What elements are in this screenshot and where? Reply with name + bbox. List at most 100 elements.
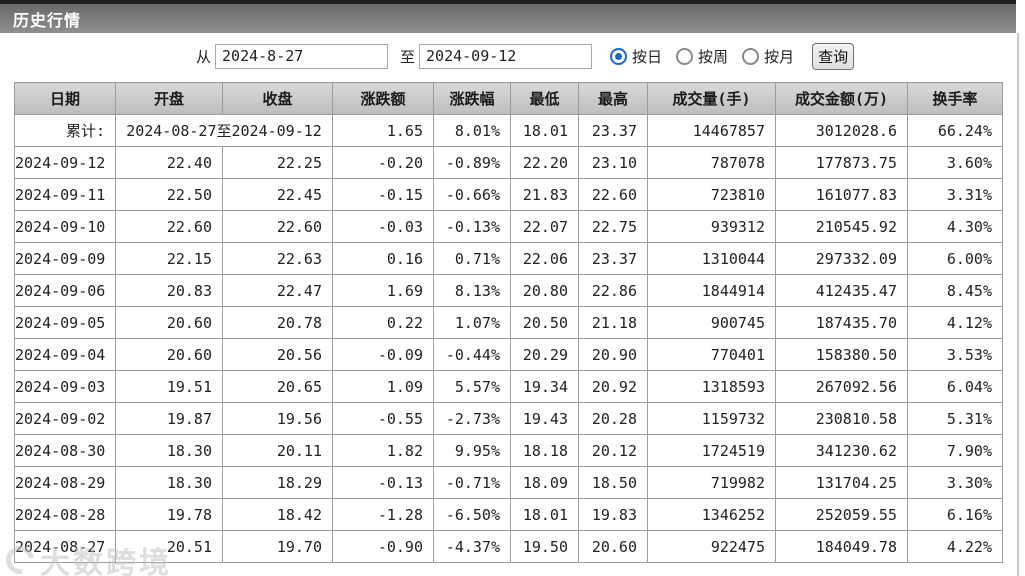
cell-volume: 719982 <box>647 466 776 499</box>
cell-high: 23.10 <box>578 146 648 179</box>
cell-date: 2024-09-02 <box>14 402 116 435</box>
cell-close: 18.42 <box>222 498 333 531</box>
cell-low: 22.06 <box>510 242 579 275</box>
cell-volume: 723810 <box>647 178 776 211</box>
cell-open: 19.78 <box>115 498 223 531</box>
cell-high: 20.90 <box>578 338 648 371</box>
cell-amount: 184049.78 <box>775 530 908 563</box>
cell-change-pct: 8.13% <box>433 274 511 307</box>
cell-change: 0.22 <box>332 306 434 339</box>
table-header-row: 日期 开盘 收盘 涨跌额 涨跌幅 最低 最高 成交量(手) 成交金额(万) 换手率 <box>14 82 1003 115</box>
cell-summary-change: 1.65 <box>332 114 434 147</box>
cell-low: 18.09 <box>510 466 579 499</box>
cell-close: 19.70 <box>222 530 333 563</box>
cell-change: 1.82 <box>332 434 434 467</box>
cell-close: 18.29 <box>222 466 333 499</box>
radio-by-week-icon[interactable] <box>676 47 694 65</box>
cell-turnover-rate: 4.12% <box>907 306 1003 339</box>
cell-close: 22.47 <box>222 274 333 307</box>
cell-turnover-rate: 5.31% <box>907 402 1003 435</box>
table-row: 2024-09-11 22.50 22.45 -0.15 -0.66% 21.83 22.6… <box>14 178 1003 211</box>
cell-change-pct: 5.57% <box>433 370 511 403</box>
cell-amount: 252059.55 <box>775 498 908 531</box>
cell-date: 2024-09-12 <box>14 146 116 179</box>
table-row: 2024-08-28 19.78 18.42 -1.28 -6.50% 18.01 19.8… <box>14 498 1003 531</box>
cell-volume: 1159732 <box>647 402 776 435</box>
cell-close: 22.60 <box>222 210 333 243</box>
radio-by-day[interactable]: 按日 <box>610 46 662 67</box>
cell-volume: 1310044 <box>647 242 776 275</box>
to-label: 至 <box>400 47 416 66</box>
table-row: 2024-09-12 22.40 22.25 -0.20 -0.89% 22.20 23.1… <box>14 146 1003 179</box>
period-radio-group: 按日 按周 按月 <box>610 46 808 67</box>
cell-close: 19.56 <box>222 402 333 435</box>
cell-turnover-rate: 3.53% <box>907 338 1003 371</box>
cell-summary-amount: 3012028.6 <box>775 114 908 147</box>
cell-close: 22.25 <box>222 146 333 179</box>
cell-open: 19.51 <box>115 370 223 403</box>
cell-amount: 131704.25 <box>775 466 908 499</box>
radio-by-month-icon[interactable] <box>742 47 760 65</box>
cell-amount: 412435.47 <box>775 274 908 307</box>
radio-by-week[interactable]: 按周 <box>676 46 728 67</box>
cell-volume: 1844914 <box>647 274 776 307</box>
cell-change-pct: -0.71% <box>433 466 511 499</box>
table-row: 2024-09-04 20.60 20.56 -0.09 -0.44% 20.29 20.9… <box>14 338 1003 371</box>
cell-date: 2024-08-30 <box>14 434 116 467</box>
history-quote-table: 日期 开盘 收盘 涨跌额 涨跌幅 最低 最高 成交量(手) 成交金额(万) 换手率 累计: 202… <box>14 82 1003 563</box>
cell-amount: 158380.50 <box>775 338 908 371</box>
from-date-input[interactable] <box>215 43 389 69</box>
query-button[interactable]: 查询 <box>812 42 855 70</box>
radio-by-day-icon[interactable] <box>610 47 628 65</box>
cell-low: 20.29 <box>510 338 579 371</box>
cell-date: 2024-09-03 <box>14 370 116 403</box>
cell-amount: 187435.70 <box>775 306 908 339</box>
cell-low: 19.50 <box>510 530 579 563</box>
radio-by-week-label: 按周 <box>698 47 729 66</box>
cell-change: -0.13 <box>332 466 434 499</box>
header-change: 涨跌额 <box>332 82 434 115</box>
header-low: 最低 <box>510 82 579 115</box>
cell-change: -0.20 <box>332 146 434 179</box>
cell-volume: 900745 <box>647 306 776 339</box>
cell-open: 22.50 <box>115 178 223 211</box>
cell-open: 22.15 <box>115 242 223 275</box>
cell-date: 2024-09-11 <box>14 178 116 211</box>
cell-change-pct: 1.07% <box>433 306 511 339</box>
cell-volume: 770401 <box>647 338 776 371</box>
page-edge-divider <box>1017 33 1019 576</box>
cell-turnover-rate: 8.45% <box>907 274 1003 307</box>
cell-high: 22.86 <box>578 274 648 307</box>
cell-turnover-rate: 6.16% <box>907 498 1003 531</box>
radio-by-month[interactable]: 按月 <box>742 46 794 67</box>
table-row: 2024-08-27 20.51 19.70 -0.90 -4.37% 19.50 20.6… <box>14 530 1003 563</box>
cell-open: 18.30 <box>115 466 223 499</box>
cell-amount: 161077.83 <box>775 178 908 211</box>
cell-date: 2024-09-06 <box>14 274 116 307</box>
cell-amount: 297332.09 <box>775 242 908 275</box>
cell-close: 20.78 <box>222 306 333 339</box>
cell-open: 19.87 <box>115 402 223 435</box>
cell-amount: 177873.75 <box>775 146 908 179</box>
cell-low: 19.43 <box>510 402 579 435</box>
cell-close: 22.63 <box>222 242 333 275</box>
cell-low: 18.01 <box>510 498 579 531</box>
cell-summary-low: 18.01 <box>510 114 579 147</box>
cell-change: -0.55 <box>332 402 434 435</box>
cell-high: 20.60 <box>578 530 648 563</box>
cell-open: 18.30 <box>115 434 223 467</box>
cell-high: 22.60 <box>578 178 648 211</box>
cell-summary-turnover-rate: 66.24% <box>907 114 1003 147</box>
cell-close: 20.11 <box>222 434 333 467</box>
cell-amount: 267092.56 <box>775 370 908 403</box>
cell-open: 22.60 <box>115 210 223 243</box>
cell-low: 20.80 <box>510 274 579 307</box>
table-row: 2024-09-06 20.83 22.47 1.69 8.13% 20.80 22.86 1… <box>14 274 1003 307</box>
cell-close: 20.56 <box>222 338 333 371</box>
cell-change-pct: -0.89% <box>433 146 511 179</box>
cell-date: 2024-09-04 <box>14 338 116 371</box>
cell-change: -0.03 <box>332 210 434 243</box>
cell-change: 0.16 <box>332 242 434 275</box>
cell-volume: 1724519 <box>647 434 776 467</box>
to-date-input[interactable] <box>419 43 593 69</box>
